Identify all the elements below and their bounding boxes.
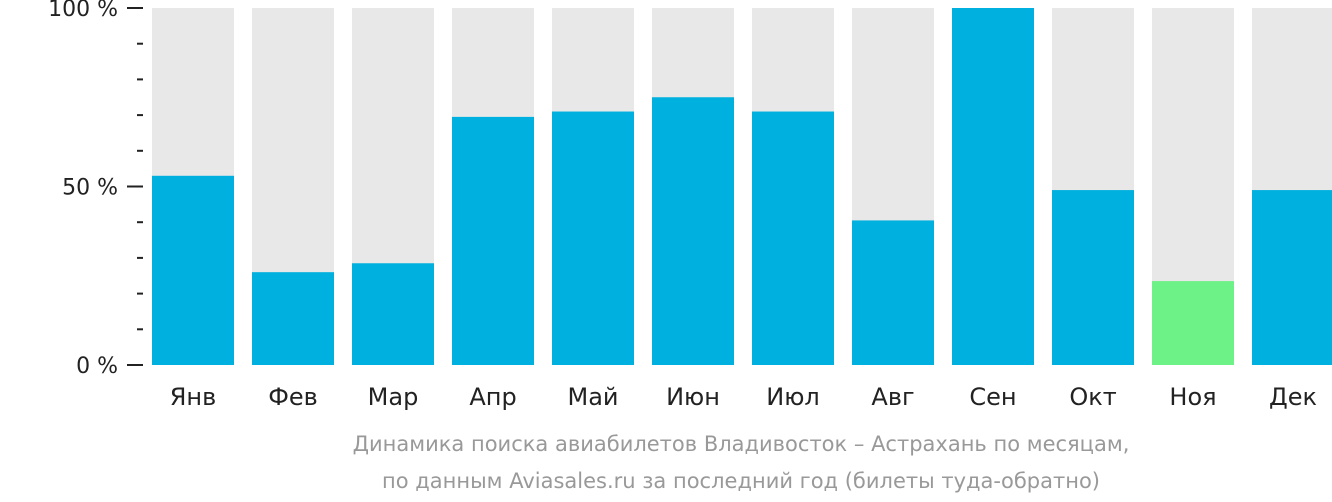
x-tick-label: Апр: [469, 383, 516, 411]
bar: [552, 111, 634, 365]
bar: [1152, 281, 1234, 365]
x-tick-label: Мар: [368, 383, 419, 411]
y-tick-label: 50 %: [62, 176, 118, 201]
bar: [1052, 190, 1134, 365]
bar: [952, 8, 1034, 365]
caption-line-1: Динамика поиска авиабилетов Владивосток …: [353, 432, 1130, 456]
bar: [452, 116, 534, 365]
x-tick-label: Июн: [666, 383, 720, 411]
bar: [152, 175, 234, 365]
bar: [352, 263, 434, 365]
x-axis-labels: Янв Фев Мар Апр Май Июн Июл Авг Сен Окт Ноя Дек: [170, 383, 1317, 411]
x-tick-label: Май: [567, 383, 618, 411]
x-tick-label: Ноя: [1169, 383, 1216, 411]
y-axis: 0 % 50 % 100 %: [48, 0, 143, 379]
y-tick-label: 100 %: [48, 0, 118, 22]
x-tick-label: Июл: [766, 383, 820, 411]
bar: [752, 111, 834, 365]
x-tick-label: Фев: [268, 383, 318, 411]
x-tick-label: Сен: [969, 383, 1016, 411]
bar: [252, 272, 334, 365]
caption-line-2: по данным Aviasales.ru за последний год …: [382, 469, 1100, 493]
bars: [152, 8, 1332, 365]
bar: [652, 97, 734, 365]
x-tick-label: Янв: [170, 383, 217, 411]
x-tick-label: Авг: [871, 383, 914, 411]
bar: [1252, 190, 1332, 365]
bar: [852, 220, 934, 365]
x-tick-label: Дек: [1269, 383, 1317, 411]
y-tick-label: 0 %: [76, 354, 118, 379]
x-tick-label: Окт: [1069, 383, 1116, 411]
